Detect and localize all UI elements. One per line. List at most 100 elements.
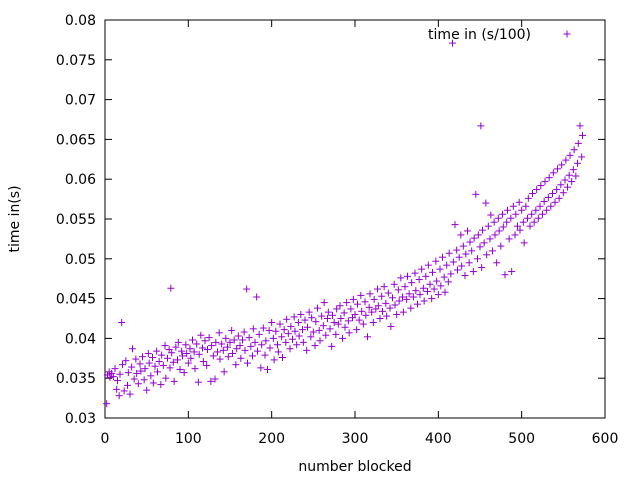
data-point <box>405 290 413 298</box>
data-point <box>539 210 546 218</box>
data-points <box>103 39 586 408</box>
data-point <box>322 331 330 339</box>
data-point <box>247 342 255 350</box>
data-point <box>369 318 377 326</box>
data-point <box>161 342 169 350</box>
data-point <box>283 315 291 323</box>
data-point <box>265 326 273 334</box>
data-point <box>353 326 361 334</box>
data-point <box>329 311 336 319</box>
data-point <box>451 221 459 229</box>
data-point <box>341 323 349 331</box>
data-point <box>545 174 553 182</box>
data-point <box>436 265 444 273</box>
data-point <box>126 390 134 398</box>
data-point <box>564 183 571 191</box>
data-point <box>201 337 209 345</box>
data-point <box>224 353 232 361</box>
data-point <box>190 348 198 356</box>
data-point <box>504 206 511 214</box>
data-point <box>574 139 582 147</box>
data-point <box>253 293 261 301</box>
data-point <box>282 338 290 346</box>
data-point <box>251 338 259 346</box>
data-point <box>476 243 484 251</box>
data-point <box>332 330 340 338</box>
data-point <box>551 198 559 206</box>
data-point <box>299 326 306 334</box>
data-point <box>132 355 140 363</box>
data-point <box>432 257 440 265</box>
data-point <box>264 365 271 373</box>
data-point <box>445 249 453 257</box>
data-point <box>393 311 401 319</box>
data-point <box>333 305 341 313</box>
data-point <box>540 197 548 205</box>
data-point <box>518 206 526 214</box>
data-point <box>337 315 345 322</box>
data-point <box>532 206 540 214</box>
data-point <box>407 304 415 312</box>
data-point <box>420 297 428 305</box>
data-point <box>205 334 213 342</box>
data-point <box>208 342 216 350</box>
data-point <box>343 299 351 307</box>
plot-frame <box>104 19 606 419</box>
data-point <box>387 322 395 330</box>
data-point <box>368 308 376 316</box>
data-point <box>494 214 502 222</box>
data-point <box>509 202 517 210</box>
data-point <box>524 194 532 202</box>
x-tick-label: 400 <box>425 431 452 447</box>
data-point <box>474 255 481 263</box>
data-point <box>549 190 556 198</box>
data-point <box>578 153 586 161</box>
data-point <box>370 295 378 303</box>
data-point <box>566 151 574 159</box>
y-tick-label: 0.045 <box>56 292 96 308</box>
y-tick-label: 0.08 <box>65 13 96 29</box>
data-point <box>429 268 436 276</box>
data-point <box>269 334 277 342</box>
data-point <box>278 333 286 341</box>
data-point <box>137 367 145 375</box>
data-point <box>139 353 146 361</box>
data-point <box>303 346 311 354</box>
data-point <box>114 377 121 385</box>
data-point <box>151 362 159 370</box>
data-point <box>536 202 544 210</box>
y-tick-label: 0.06 <box>65 172 96 188</box>
x-axis-title: number blocked <box>298 459 411 475</box>
data-point <box>218 340 226 348</box>
y-tick-label: 0.065 <box>56 132 96 148</box>
data-point <box>289 335 296 343</box>
data-point <box>495 227 503 235</box>
data-point <box>286 345 294 353</box>
data-point <box>361 298 369 306</box>
data-point <box>534 214 542 222</box>
data-point <box>167 284 175 292</box>
data-point <box>391 301 399 309</box>
data-point <box>440 273 448 281</box>
data-point <box>457 231 465 239</box>
data-point <box>443 261 451 269</box>
data-point <box>290 313 298 321</box>
data-point <box>170 377 178 385</box>
data-point <box>229 350 236 358</box>
data-point <box>345 329 353 337</box>
data-point <box>194 378 202 386</box>
data-point <box>479 226 486 234</box>
data-point <box>284 330 292 338</box>
data-point <box>128 363 136 371</box>
data-point <box>239 336 246 344</box>
data-point <box>144 350 152 358</box>
data-point <box>553 186 561 194</box>
data-point <box>180 369 188 377</box>
data-point <box>474 231 482 239</box>
data-point <box>565 171 573 179</box>
data-point <box>419 284 427 292</box>
data-point <box>422 272 430 280</box>
data-point <box>176 365 184 373</box>
data-point <box>326 325 334 333</box>
data-point <box>380 283 388 291</box>
